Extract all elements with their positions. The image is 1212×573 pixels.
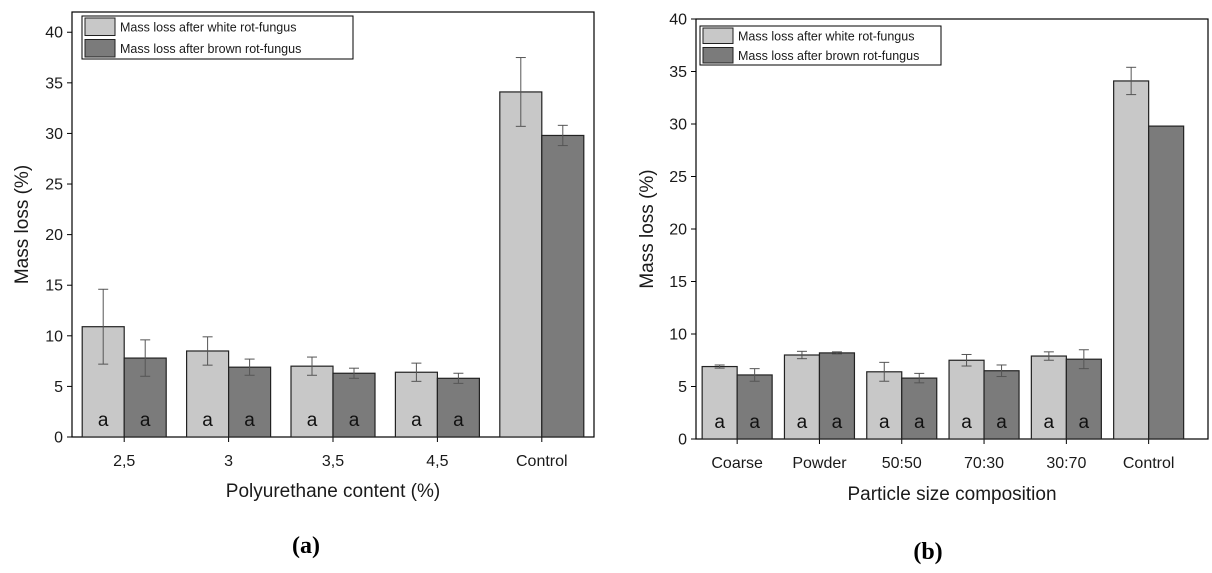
bar-white-rot xyxy=(866,371,903,440)
y-tick-label: 25 xyxy=(669,169,687,186)
bar-brown-rot xyxy=(228,366,272,438)
y-tick-label: 0 xyxy=(678,432,687,449)
bar-annotation: a xyxy=(832,412,843,433)
legend-label: Mass loss after brown rot-fungus xyxy=(738,49,919,63)
bar-annotation: a xyxy=(202,410,213,431)
bar-annotation: a xyxy=(914,412,925,433)
bar-brown-rot xyxy=(1148,125,1185,440)
bar-white-rot xyxy=(701,365,738,440)
legend-swatch xyxy=(84,39,116,58)
y-axis-label: Mass loss (%) xyxy=(637,169,658,288)
chart-panel-a: 0 5 10 15 20 25 30 35 40 2,5 a a 3 a a 3,5 a a 4,5 a a Contro… xyxy=(12,11,595,559)
bar-brown-rot xyxy=(901,377,938,440)
x-tick-label: Control xyxy=(516,453,568,470)
x-tick-label: Powder xyxy=(792,455,847,472)
bar-annotation: a xyxy=(349,410,360,431)
legend-label: Mass loss after white rot-fungus xyxy=(120,20,296,34)
x-axis-label: Polyurethane content (%) xyxy=(226,481,440,502)
bar-brown-rot xyxy=(332,372,376,438)
bar-brown-rot xyxy=(736,374,773,440)
legend-box xyxy=(699,25,942,66)
x-tick-label: Coarse xyxy=(711,455,763,472)
legend-label: Mass loss after white rot-fungus xyxy=(738,29,914,43)
y-tick-label: 5 xyxy=(678,379,687,396)
bar-annotation: a xyxy=(1044,412,1055,433)
x-tick-label: 30:70 xyxy=(1046,455,1086,472)
panel-label: (b) xyxy=(913,539,942,565)
bar-annotation: a xyxy=(1079,412,1090,433)
legend-swatch xyxy=(702,27,734,44)
bar-white-rot xyxy=(499,91,543,438)
bar-brown-rot xyxy=(1065,358,1102,440)
x-axis-label: Particle size composition xyxy=(847,484,1056,505)
y-tick-label: 30 xyxy=(669,117,687,134)
bar-annotation: a xyxy=(244,410,255,431)
bar-brown-rot xyxy=(436,377,480,438)
y-tick-label: 10 xyxy=(45,328,63,345)
x-tick-label: Control xyxy=(1123,455,1175,472)
y-tick-label: 10 xyxy=(669,327,687,344)
x-tick-label: 3,5 xyxy=(322,453,344,470)
y-tick-label: 5 xyxy=(54,379,63,396)
bar-annotation: a xyxy=(98,410,109,431)
x-tick-label: 70:30 xyxy=(964,455,1004,472)
panel-label: (a) xyxy=(292,533,320,559)
y-tick-label: 25 xyxy=(45,177,63,194)
x-tick-label: 2,5 xyxy=(113,453,135,470)
y-tick-label: 35 xyxy=(45,75,63,92)
x-tick-label: 50:50 xyxy=(882,455,922,472)
legend-box xyxy=(81,15,354,60)
legend-label: Mass loss after brown rot-fungus xyxy=(120,42,301,56)
bar-white-rot xyxy=(290,365,334,438)
bar-white-rot xyxy=(1030,355,1067,440)
y-axis-label: Mass loss (%) xyxy=(12,165,33,284)
bar-white-rot xyxy=(394,371,438,438)
y-tick-label: 35 xyxy=(669,64,687,81)
bar-annotation: a xyxy=(411,410,422,431)
bar-annotation: a xyxy=(797,412,808,433)
bar-brown-rot xyxy=(983,370,1020,440)
y-tick-label: 30 xyxy=(45,126,63,143)
bar-annotation: a xyxy=(714,412,725,433)
y-tick-label: 40 xyxy=(669,12,687,29)
bar-annotation: a xyxy=(749,412,760,433)
bar-annotation: a xyxy=(453,410,464,431)
chart-panel-b: 0 5 10 15 20 25 30 35 40 Coarse a a Powder a a 50:50 a a 7… xyxy=(637,12,1209,565)
bar-annotation: a xyxy=(879,412,890,433)
bar-annotation: a xyxy=(307,410,318,431)
bar-annotation: a xyxy=(961,412,972,433)
x-tick-label: 4,5 xyxy=(426,453,448,470)
y-tick-label: 0 xyxy=(54,430,63,447)
y-tick-label: 20 xyxy=(669,222,687,239)
bar-brown-rot xyxy=(123,357,167,438)
bar-white-rot xyxy=(783,354,821,440)
bar-white-rot xyxy=(1113,80,1150,440)
x-tick-label: 3 xyxy=(224,453,233,470)
legend-swatch xyxy=(702,47,734,64)
legend-swatch xyxy=(84,17,116,36)
bar-annotation: a xyxy=(140,410,151,431)
y-tick-label: 15 xyxy=(669,274,687,291)
y-tick-label: 40 xyxy=(45,25,63,42)
bar-annotation: a xyxy=(996,412,1007,433)
y-tick-label: 15 xyxy=(45,278,63,295)
bar-brown-rot xyxy=(541,134,585,438)
y-tick-label: 20 xyxy=(45,227,63,244)
